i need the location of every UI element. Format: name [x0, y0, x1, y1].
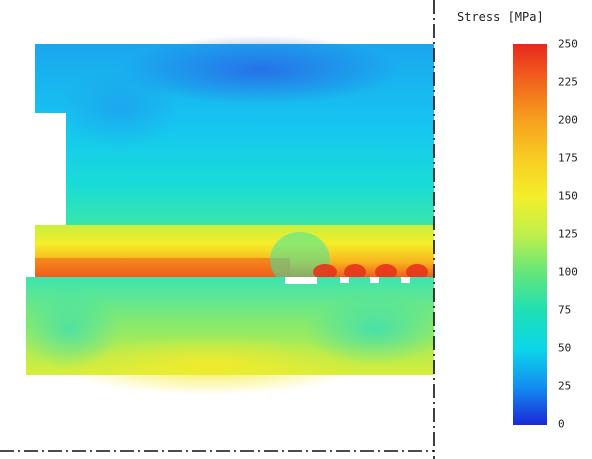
colorbar-tick-label: 175: [558, 151, 578, 165]
colorbar-tick-label: 25: [558, 379, 572, 393]
colorbar-tick-label: 200: [558, 113, 578, 127]
colorbar-title: Stress [MPa]: [457, 10, 544, 24]
lower-body-region: [20, 277, 445, 395]
colorbar-tick-label: 150: [558, 189, 578, 203]
upper-body-region: [35, 35, 434, 230]
interface-gaps: [285, 277, 410, 284]
colorbar-tick-label: 250: [558, 37, 578, 51]
colorbar-tick-label: 100: [558, 265, 578, 279]
colorbar-tick-label: 125: [558, 227, 578, 241]
colorbar-tick-label: 225: [558, 75, 578, 89]
colorbar-tick-label: 0: [558, 417, 565, 431]
colorbar: [513, 44, 547, 425]
colorbar-tick-label: 75: [558, 303, 572, 317]
contact-band-region: [35, 225, 434, 288]
colorbar-tick-label: 50: [558, 341, 572, 355]
